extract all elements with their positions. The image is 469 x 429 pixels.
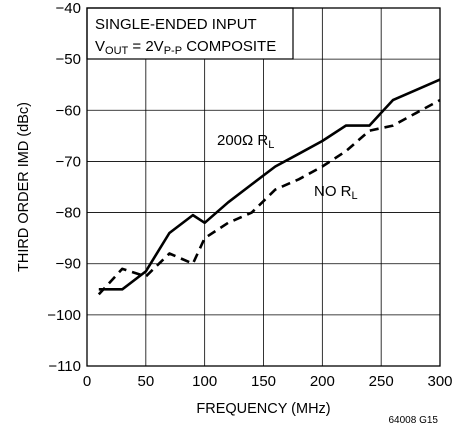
- y-tick-label: −40: [56, 0, 81, 17]
- grid: [86, 7, 441, 367]
- y-tick-label: −70: [56, 153, 81, 170]
- x-tick-label: 150: [251, 373, 276, 390]
- figure-id: 64008 G15: [389, 415, 439, 426]
- y-tick-label: −60: [56, 102, 81, 119]
- y-axis-label: THIRD ORDER IMD (dBc): [16, 102, 32, 272]
- series-label-200ohm-rl: 200Ω RL: [217, 132, 274, 151]
- x-tick-label: 50: [137, 373, 154, 390]
- series-label-no-rl: NO RL: [314, 183, 358, 202]
- x-axis-label: FREQUENCY (MHz): [196, 401, 330, 417]
- x-tick-label: 300: [427, 373, 452, 390]
- y-tick-labels: −40 −50 −60 −70 −80 −90 −100 −110: [47, 0, 81, 375]
- y-tick-label: −80: [56, 205, 81, 222]
- x-tick-label: 200: [310, 373, 335, 390]
- y-tick-label: −50: [56, 51, 81, 68]
- series-line-200ohm-rl: [98, 78, 441, 291]
- annotation-line-2: VOUT = 2VP-P COMPOSITE: [95, 38, 276, 57]
- plot-frame: [86, 7, 441, 367]
- x-tick-labels: 0 50 100 150 200 250 300: [83, 373, 453, 390]
- x-tick-label: 100: [192, 373, 217, 390]
- annotation-line-1: SINGLE-ENDED INPUT: [95, 16, 257, 33]
- x-tick-label: 250: [369, 373, 394, 390]
- x-tick-label: 0: [83, 373, 91, 390]
- y-tick-label: −90: [56, 256, 81, 273]
- y-tick-label: −110: [48, 358, 81, 375]
- y-tick-label: −100: [47, 307, 81, 324]
- series-line-no-rl: [97, 98, 441, 296]
